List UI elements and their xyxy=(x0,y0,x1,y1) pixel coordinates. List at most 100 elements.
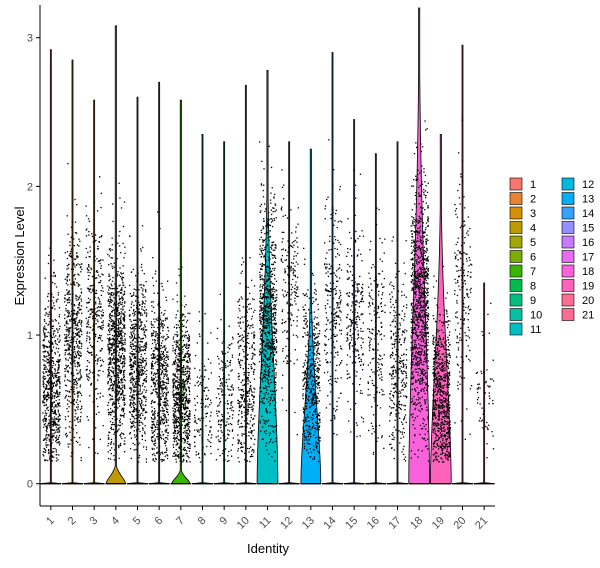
point xyxy=(119,421,121,424)
point xyxy=(86,337,88,340)
point xyxy=(165,401,167,403)
point xyxy=(184,408,186,410)
point xyxy=(162,320,164,322)
point xyxy=(133,402,135,404)
point xyxy=(113,433,115,435)
point xyxy=(156,358,158,361)
point xyxy=(78,306,80,309)
point xyxy=(246,354,249,356)
point xyxy=(155,391,158,394)
point xyxy=(44,314,46,316)
point xyxy=(109,361,111,363)
point xyxy=(134,403,137,405)
point xyxy=(172,446,175,448)
point xyxy=(138,336,140,338)
point xyxy=(80,325,83,327)
point xyxy=(145,341,147,344)
point xyxy=(162,380,164,382)
point xyxy=(178,349,180,351)
point xyxy=(71,360,73,362)
point xyxy=(152,353,154,355)
point xyxy=(49,405,51,407)
point xyxy=(132,386,135,388)
point xyxy=(182,356,184,359)
point xyxy=(56,418,58,420)
point xyxy=(55,437,57,439)
point xyxy=(121,289,123,291)
point xyxy=(161,391,163,393)
point xyxy=(179,404,181,407)
point xyxy=(109,278,111,280)
point xyxy=(79,328,82,330)
point xyxy=(164,386,167,389)
point xyxy=(133,336,136,338)
point xyxy=(48,311,51,313)
point xyxy=(68,344,70,346)
point xyxy=(157,360,159,362)
point xyxy=(187,356,189,358)
point xyxy=(159,428,161,430)
point xyxy=(245,339,247,341)
point xyxy=(50,334,52,336)
point xyxy=(163,359,165,361)
point xyxy=(152,285,155,287)
point xyxy=(222,421,224,423)
point xyxy=(120,272,122,274)
point xyxy=(153,424,156,426)
point xyxy=(180,403,183,405)
point xyxy=(132,394,134,396)
point xyxy=(135,325,137,327)
point xyxy=(244,452,246,454)
point xyxy=(73,379,75,381)
point xyxy=(161,353,164,355)
point xyxy=(68,406,70,408)
point xyxy=(117,330,119,333)
point xyxy=(218,363,220,365)
point xyxy=(165,368,167,371)
point xyxy=(53,302,55,304)
point xyxy=(142,404,144,406)
point xyxy=(220,424,222,426)
point xyxy=(140,355,142,358)
point xyxy=(152,413,154,415)
point xyxy=(130,421,132,423)
point xyxy=(137,296,139,299)
point xyxy=(152,365,154,367)
point xyxy=(145,362,148,364)
point xyxy=(144,418,146,420)
point xyxy=(252,418,254,421)
point xyxy=(54,275,56,278)
point xyxy=(50,409,52,412)
point xyxy=(52,421,54,423)
point xyxy=(107,300,110,302)
point xyxy=(167,413,169,416)
point xyxy=(187,436,189,438)
point xyxy=(54,351,56,354)
point xyxy=(80,266,82,268)
point xyxy=(252,342,255,344)
point xyxy=(88,265,90,267)
point xyxy=(65,368,67,370)
point xyxy=(102,320,104,322)
point xyxy=(189,410,191,413)
point xyxy=(70,388,72,391)
point xyxy=(55,423,57,425)
point xyxy=(224,459,226,461)
point xyxy=(165,393,167,395)
point xyxy=(247,367,249,370)
point xyxy=(122,408,125,410)
point xyxy=(165,431,167,433)
point xyxy=(94,240,96,242)
point xyxy=(120,315,122,317)
point xyxy=(67,315,70,317)
point xyxy=(238,401,241,403)
point xyxy=(152,355,155,357)
point xyxy=(75,424,77,427)
point xyxy=(186,383,188,385)
point xyxy=(131,324,133,326)
point xyxy=(66,293,68,295)
point xyxy=(141,359,143,361)
point xyxy=(109,449,111,451)
point xyxy=(116,391,118,393)
point xyxy=(162,289,164,291)
